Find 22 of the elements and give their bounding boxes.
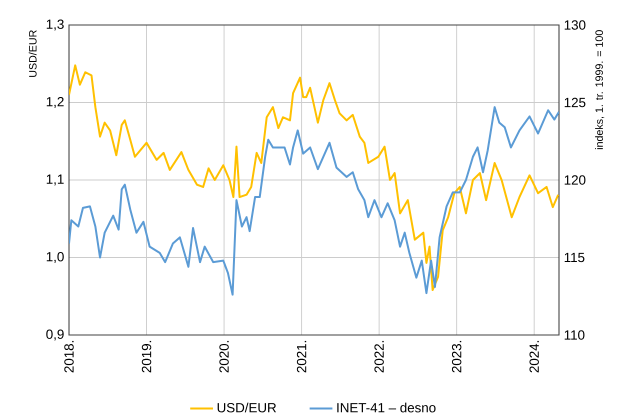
- x-tick-label: 2024.: [529, 340, 539, 372]
- y-tick-label: 1,0: [46, 252, 64, 264]
- y-tick-label: 1,2: [46, 97, 64, 108]
- legend-label: USD/EUR: [218, 402, 276, 412]
- x-tick-label: 2018.: [64, 340, 74, 372]
- y-axis-title: USD/EUR: [28, 30, 37, 77]
- y2-tick-label: 125: [564, 98, 586, 108]
- y2-tick-label: 120: [564, 175, 586, 185]
- line-series: [69, 64, 559, 292]
- legend-label: INET-41 – desno: [337, 402, 436, 412]
- x-tick-label: 2020.: [219, 340, 229, 372]
- y2-tick-label: 115: [564, 252, 584, 262]
- y2-tick-label: 130: [564, 20, 586, 30]
- y-tick-label: 1,1: [46, 174, 64, 186]
- y2-tick-label: 110: [564, 330, 584, 340]
- x-tick-label: 2023.: [452, 340, 462, 372]
- x-tick-label: 2021.: [296, 340, 306, 372]
- x-tick-label: 2022.: [374, 340, 384, 372]
- y2-axis-title: indeks, 1. tr. 1999. = 100: [595, 30, 604, 150]
- y-tick-label: 1,3: [46, 20, 64, 31]
- y-tick-label: 0,9: [46, 330, 64, 341]
- x-tick-label: 2019.: [142, 340, 152, 372]
